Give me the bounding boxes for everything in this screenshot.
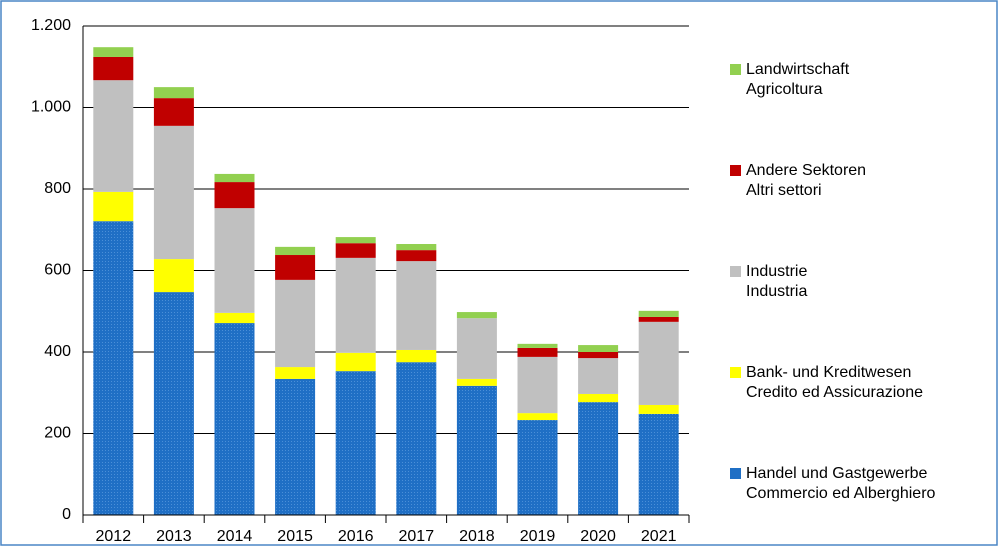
bar-segment [335,237,376,244]
legend-swatch [730,468,741,479]
legend-entry: Industrie Industria [730,262,807,302]
legend-entry: Landwirtschaft Agricoltura [730,60,849,100]
x-tick-label: 2015 [277,528,313,545]
bar-segment [275,255,316,280]
y-tick-label: 1.000 [31,99,71,116]
legend-label: Andere Sektoren Altri settori [746,162,867,199]
bar-segment [396,261,437,350]
bar-segment [456,378,497,386]
y-tick-label: 400 [44,343,71,360]
y-tick-label: 0 [62,506,71,523]
bar-segment [638,310,679,317]
legend-entry: Andere Sektoren Altri settori [730,161,866,201]
bar-segment [517,413,558,421]
bar-segment [214,208,255,313]
bar-segment [335,243,376,258]
x-tick-label: 2013 [156,528,192,545]
bar-segment [153,292,194,515]
bar-segment [396,349,437,363]
bar-segment [335,352,376,372]
bar-segment [578,352,619,359]
bar-segment [153,87,194,99]
x-tick-label: 2018 [459,528,495,545]
bar-segment [93,191,134,222]
bar-segment [638,413,679,515]
legend-swatch [730,64,741,75]
legend-swatch [730,165,741,176]
y-tick-label: 600 [44,262,71,279]
bar-segment [456,312,497,319]
bar-segment [456,385,497,515]
bar-segment [638,404,679,414]
bar-segment [214,312,255,324]
y-tick-label: 800 [44,180,71,197]
x-tick-label: 2021 [641,528,677,545]
bar-segment [335,257,376,353]
bar-segment [275,279,316,368]
legend-label: Bank- und Kreditwesen Credito ed Assicur… [746,364,923,401]
legend-label: Landwirtschaft Agricoltura [746,61,850,98]
bar-segment [517,420,558,515]
bar-segment [153,98,194,126]
bar-segment [396,244,437,251]
bar-segment [638,321,679,405]
bar-segment [578,393,619,403]
legend-swatch [730,367,741,378]
legend-entry: Handel und Gastgewerbe Commercio ed Albe… [730,464,935,504]
y-tick-label: 200 [44,425,71,442]
x-tick-label: 2016 [338,528,374,545]
bar-segment [93,47,134,57]
legend-label: Handel und Gastgewerbe Commercio ed Albe… [746,465,936,502]
bar-segment [93,56,134,81]
x-tick-label: 2019 [520,528,556,545]
legend-label: Industrie Industria [746,263,808,300]
x-tick-label: 2020 [580,528,616,545]
bar-segment [275,378,316,515]
bar-segment [335,371,376,515]
bar-segment [93,80,134,192]
x-tick-label: 2012 [96,528,132,545]
bar-segment [275,367,316,379]
bar-segment [456,318,497,379]
y-tick-label: 1.200 [31,17,71,34]
legend-entry: Bank- und Kreditwesen Credito ed Assicur… [730,363,923,403]
bar-segment [578,358,619,394]
bar-segment [517,347,558,357]
bar-segment [517,343,558,348]
x-tick-label: 2014 [217,528,253,545]
bar-segment [214,323,255,515]
bar-segment [153,259,194,293]
bar-segment [396,362,437,515]
bar-segment [396,250,437,262]
bar-segment [578,402,619,515]
bar-segment [578,345,619,352]
x-tick-label: 2017 [399,528,435,545]
bar-segment [93,221,134,515]
bar-segment [275,246,316,256]
bar-segment [214,173,255,183]
bar-segment [638,316,679,322]
bar-segment [517,356,558,414]
bar-segment [153,125,194,260]
bar-segment [214,182,255,209]
legend-swatch [730,266,741,277]
